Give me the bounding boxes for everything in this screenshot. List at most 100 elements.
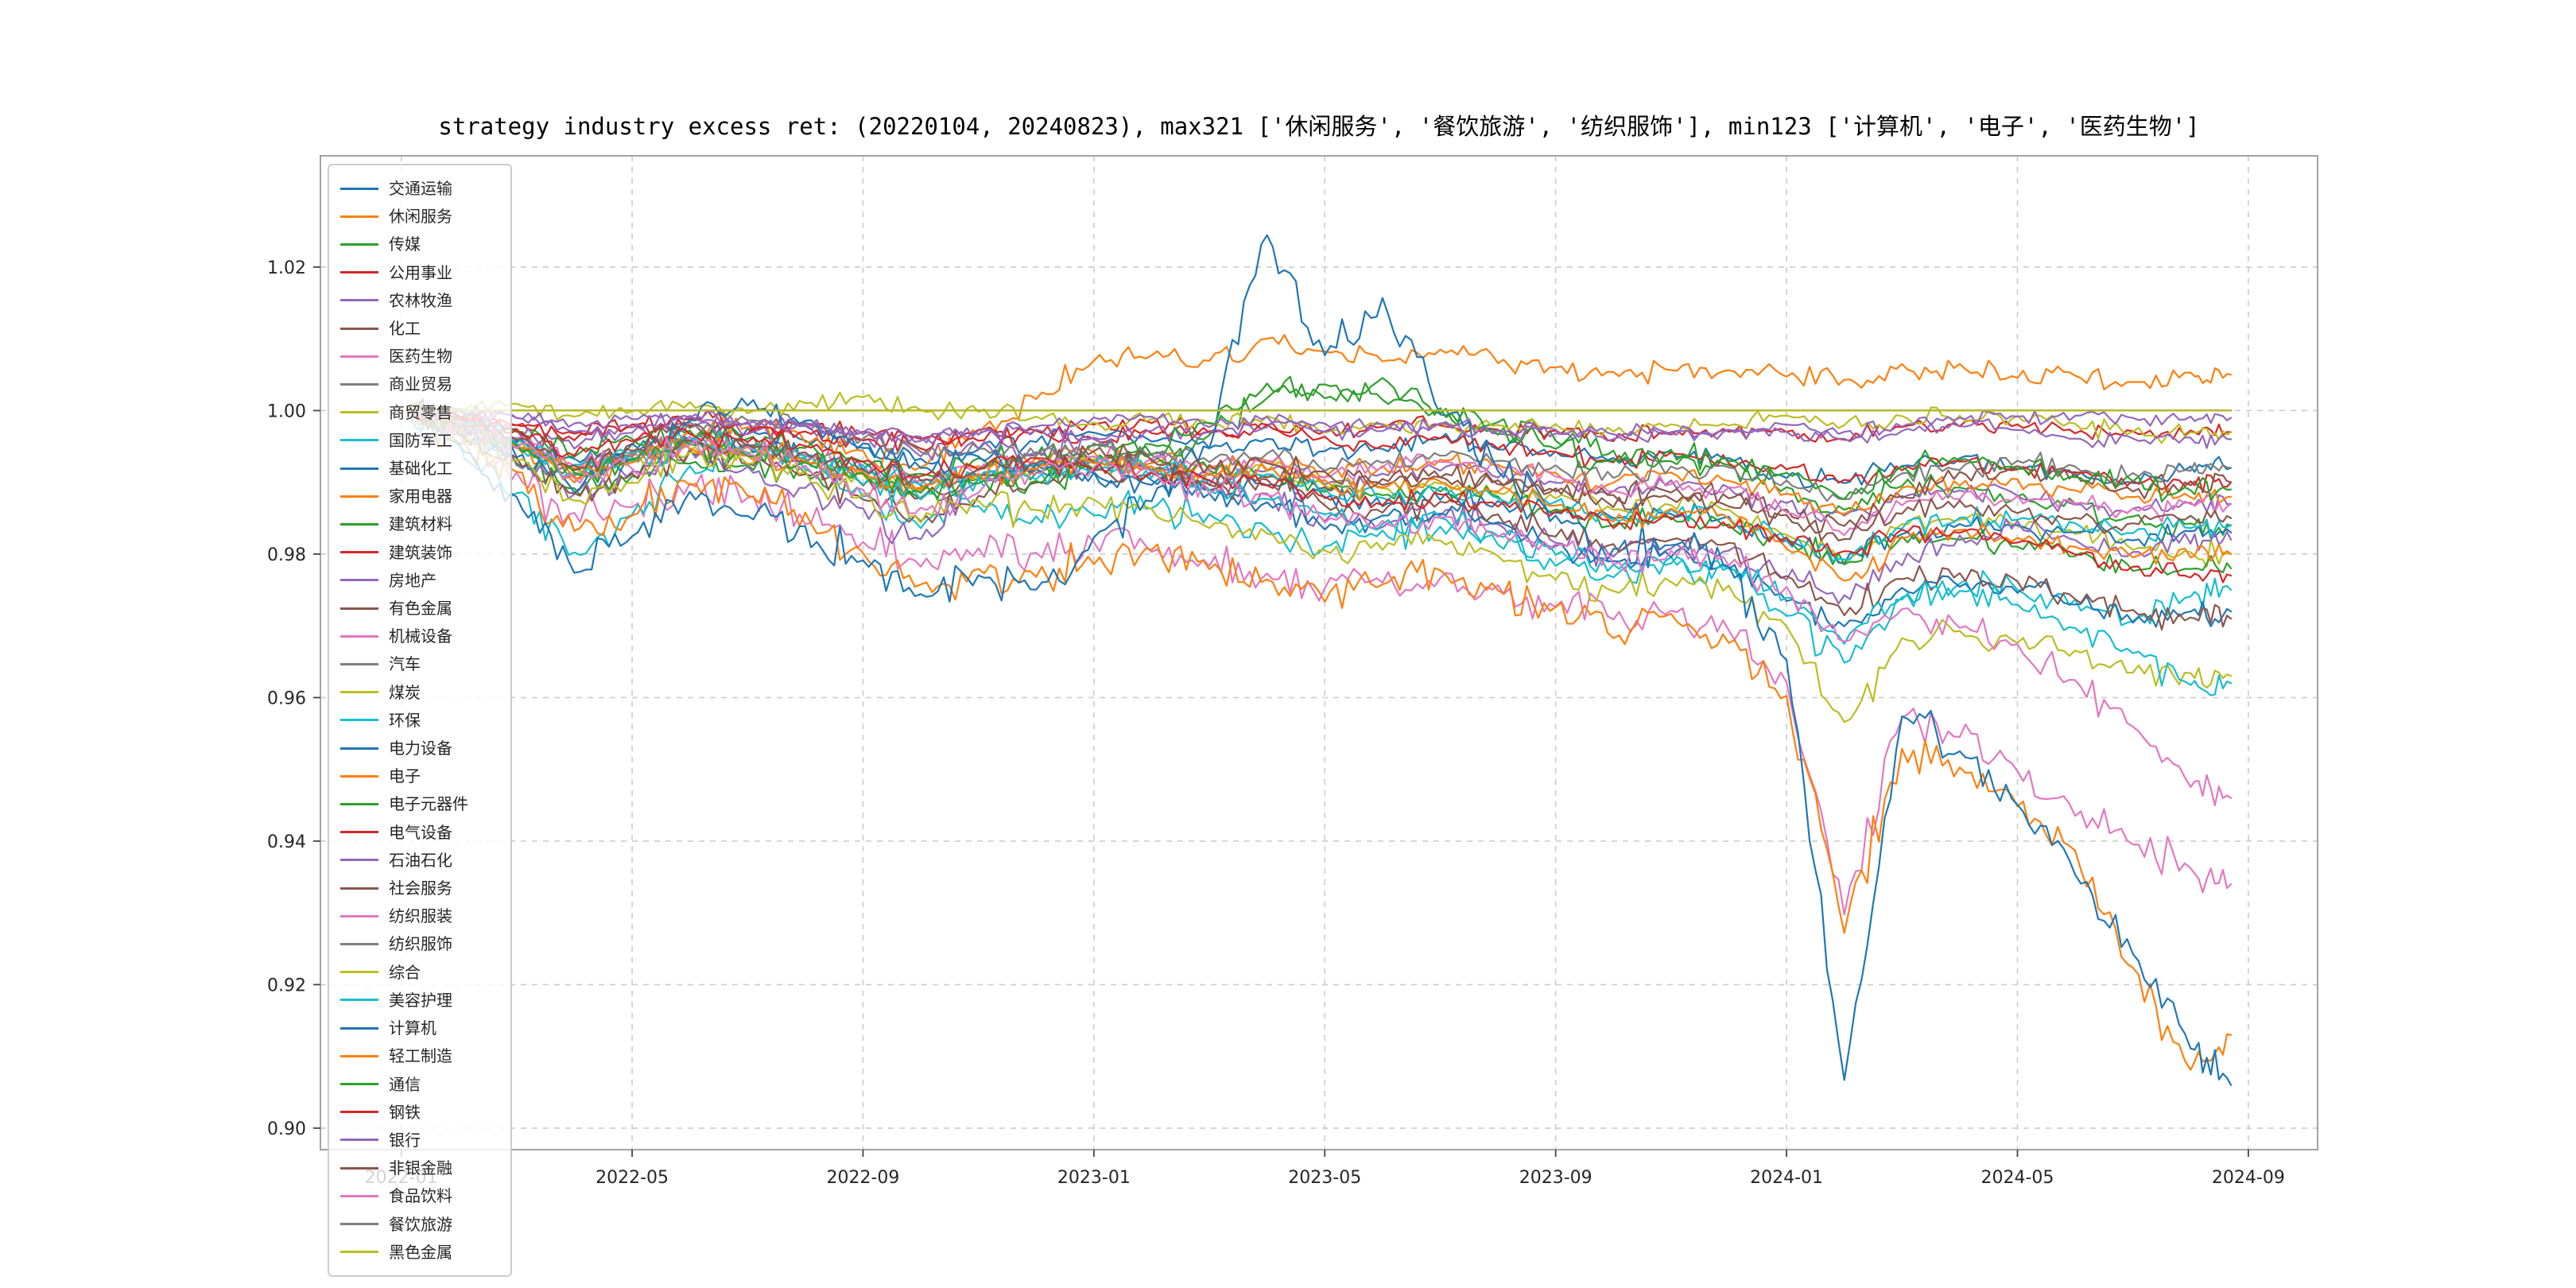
legend-item: 轻工制造 [340, 1042, 499, 1069]
legend-item: 建筑装饰 [340, 539, 499, 566]
legend-item: 电子元器件 [340, 790, 499, 817]
legend-item: 交通运输 [340, 175, 499, 202]
legend-item: 电力设备 [340, 735, 499, 762]
legend-item-label: 计算机 [389, 1018, 436, 1038]
series-line [405, 405, 2233, 534]
legend-item-label: 食品饮料 [389, 1186, 452, 1206]
legend-item-label: 餐饮旅游 [389, 1214, 452, 1234]
legend-line-swatch [340, 774, 378, 778]
y-tick-label: 0.98 [267, 545, 306, 565]
legend-item-label: 国防军工 [389, 430, 452, 450]
series-line [405, 405, 2233, 444]
legend-line-swatch [340, 999, 378, 1002]
legend-item-label: 建筑装饰 [389, 542, 452, 562]
legend-line-swatch [340, 439, 378, 442]
series-line [405, 403, 2233, 630]
legend-item: 银行 [340, 1127, 499, 1154]
legend-item: 黑色金属 [340, 1239, 499, 1266]
series-line [405, 404, 2233, 523]
legend-item-label: 非银金融 [389, 1158, 452, 1178]
legend-line-swatch [340, 271, 378, 274]
legend-item: 商业贸易 [340, 370, 499, 398]
legend-line-swatch [340, 1054, 378, 1057]
legend-line-swatch [340, 215, 378, 218]
x-tick-label: 2023-09 [1519, 1168, 1593, 1188]
legend-line-swatch [340, 1083, 378, 1085]
legend-line-swatch [340, 607, 378, 610]
legend-line-swatch [340, 551, 378, 554]
series-line [405, 414, 2233, 664]
series-line [405, 382, 2233, 540]
legend-item: 汽车 [340, 650, 499, 677]
y-tick-label: 0.94 [267, 832, 306, 852]
x-tick-label: 2024-09 [2212, 1168, 2285, 1188]
x-tick-label: 2023-05 [1288, 1168, 1361, 1188]
series-line [405, 405, 2233, 541]
series-line [405, 375, 2233, 502]
legend-item-label: 汽车 [389, 654, 421, 674]
legend-item-label: 银行 [389, 1130, 421, 1150]
legend-item-label: 煤炭 [389, 682, 421, 702]
legend-line-swatch [340, 1194, 378, 1197]
legend-item-label: 房地产 [389, 570, 436, 590]
legend-item-label: 社会服务 [389, 879, 452, 898]
legend-item: 餐饮旅游 [340, 1211, 499, 1238]
legend: 交通运输 休闲服务 传媒 公用事业 农林牧渔 化工 医药生物 商业贸易 商贸零售 国防军工 基础化工… [328, 164, 512, 1277]
series-line [405, 409, 2233, 502]
legend-item-label: 美容护理 [389, 990, 452, 1010]
series-group [405, 234, 2233, 1086]
legend-line-swatch [340, 187, 378, 190]
legend-line-swatch [340, 355, 378, 358]
legend-item: 通信 [340, 1071, 499, 1098]
legend-line-swatch [340, 382, 378, 386]
y-tick-label: 0.90 [267, 1119, 306, 1139]
legend-item-label: 商贸零售 [389, 402, 452, 422]
legend-item-label: 纺织服装 [389, 906, 452, 926]
legend-item-label: 电气设备 [389, 822, 452, 842]
series-line [405, 408, 2233, 916]
legend-line-swatch [340, 495, 378, 498]
y-tick-label: 1.00 [267, 402, 306, 421]
legend-item: 公用事业 [340, 259, 499, 286]
legend-item: 食品饮料 [340, 1182, 499, 1209]
legend-line-swatch [340, 942, 378, 945]
legend-item: 钢铁 [340, 1099, 499, 1126]
legend-line-swatch [340, 691, 378, 694]
x-tick-label: 2023-01 [1057, 1168, 1131, 1188]
legend-item-label: 综合 [389, 962, 421, 982]
legend-item-label: 黑色金属 [389, 1242, 452, 1262]
y-tick-label: 1.02 [267, 258, 306, 278]
legend-line-swatch [340, 242, 378, 246]
legend-item: 休闲服务 [340, 203, 499, 230]
legend-item: 非银金融 [340, 1154, 499, 1181]
legend-item: 电气设备 [340, 819, 499, 846]
x-tick-label: 2022-05 [596, 1168, 669, 1188]
legend-item-label: 医药生物 [389, 347, 452, 367]
plot-frame [320, 155, 2318, 1150]
series-line [405, 406, 2233, 806]
legend-item-label: 建筑材料 [389, 514, 452, 534]
legend-item: 石油石化 [340, 847, 499, 874]
legend-line-swatch [340, 971, 378, 974]
legend-item-label: 纺织服饰 [389, 934, 452, 954]
legend-item: 有色金属 [340, 595, 499, 622]
legend-item-label: 环保 [389, 710, 421, 730]
legend-item: 商贸零售 [340, 399, 499, 426]
legend-item-label: 基础化工 [389, 459, 452, 479]
legend-item-label: 化工 [389, 319, 421, 339]
series-line [405, 403, 2233, 449]
legend-item-label: 有色金属 [389, 599, 452, 619]
legend-item-label: 通信 [389, 1074, 421, 1094]
legend-item: 煤炭 [340, 679, 499, 706]
series-line [405, 234, 2233, 1086]
legend-item: 纺织服饰 [340, 930, 499, 957]
x-tick-label: 2022-09 [826, 1168, 899, 1188]
legend-item: 环保 [340, 707, 499, 734]
series-line [405, 398, 2233, 630]
legend-item: 计算机 [340, 1014, 499, 1042]
chart-title: strategy industry excess ret: (20220104,… [438, 113, 2200, 140]
legend-item: 纺织服装 [340, 902, 499, 929]
legend-item-label: 公用事业 [389, 262, 452, 282]
legend-line-swatch [340, 411, 378, 414]
